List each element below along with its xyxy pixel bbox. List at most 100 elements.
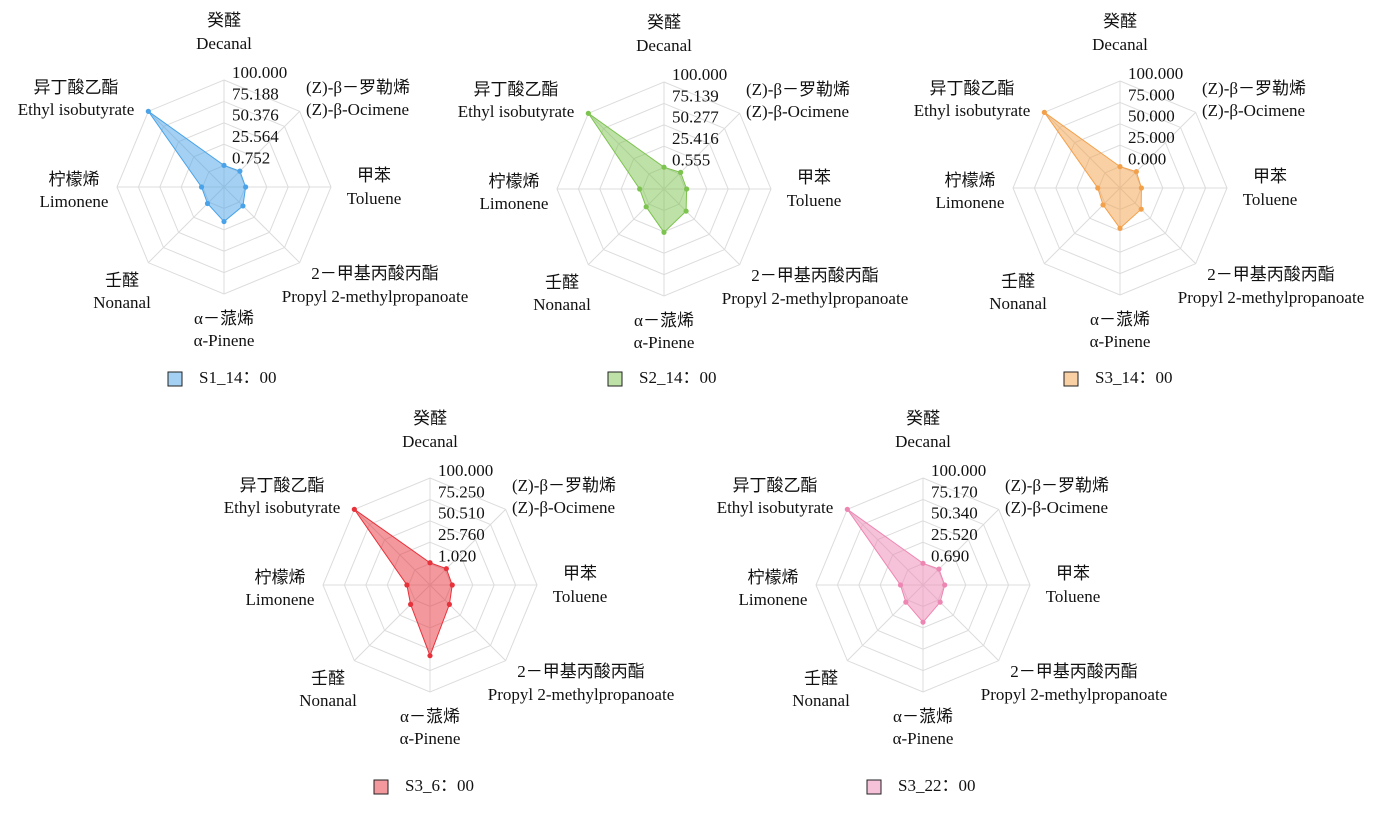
axis-label-zh: 柠檬烯 [945, 171, 996, 190]
axis-label-en: Limonene [40, 192, 109, 211]
axis-label-zh: 甲苯 [563, 564, 597, 583]
data-point [1138, 206, 1144, 212]
axis-label-en: Propyl 2-methylpropanoate [1178, 288, 1365, 307]
r-tick-label: 0.752 [232, 149, 270, 168]
axis-label-zh: 异丁酸乙酯 [474, 80, 559, 99]
r-tick-label: 25.416 [672, 129, 719, 148]
axis-label-en: Decanal [895, 432, 951, 451]
radar-chart: S3_14：00 0.000 25.000 50.000 75.000 100.000 癸醛… [914, 12, 1365, 387]
data-point [903, 599, 909, 605]
r-tick-label: 50.340 [931, 504, 978, 523]
axis-label-zh: (Z)-β－罗勒烯 [1005, 476, 1109, 495]
axis-label-en: Toluene [1243, 190, 1298, 209]
data-point [937, 599, 943, 605]
axis-label-zh: 癸醛 [413, 409, 447, 428]
axis-label-zh: 异丁酸乙酯 [930, 79, 1015, 98]
data-point [1117, 164, 1123, 170]
data-point [351, 506, 357, 512]
data-point [446, 601, 452, 607]
data-point [1100, 202, 1106, 208]
data-point [585, 110, 591, 116]
axis-label-zh: α－蒎烯 [893, 707, 953, 726]
data-point [920, 619, 926, 625]
data-point [643, 204, 649, 210]
r-tick-label: 0.690 [931, 547, 969, 566]
axis-label-en: Ethyl isobutyrate [914, 101, 1031, 120]
axis-label-zh: (Z)-β－罗勒烯 [512, 476, 616, 495]
data-point [443, 566, 449, 572]
r-tick-label: 100.000 [1128, 64, 1183, 83]
axis-label-zh: 2－甲基丙酸丙酯 [1010, 662, 1138, 681]
axis-label-en: Decanal [196, 34, 252, 53]
axis-label-en: (Z)-β-Ocimene [1202, 101, 1305, 120]
r-tick-label: 25.760 [438, 525, 485, 544]
axis-label-zh: 壬醛 [545, 273, 579, 292]
r-tick-label: 50.000 [1128, 107, 1175, 126]
axis-label-zh: 甲苯 [1253, 167, 1287, 186]
legend-swatch [866, 779, 882, 795]
r-tick-label: 25.000 [1128, 128, 1175, 147]
axis-label-en: Toluene [347, 189, 402, 208]
axis-label-en: Ethyl isobutyrate [224, 498, 341, 517]
data-point [920, 560, 926, 566]
data-point [897, 582, 904, 588]
axis-label-zh: (Z)-β－罗勒烯 [746, 80, 850, 99]
data-point [942, 582, 948, 588]
axis-label-en: Decanal [402, 432, 458, 451]
r-tick-label: 50.510 [438, 504, 485, 523]
axis-label-zh: (Z)-β－罗勒烯 [1202, 79, 1306, 98]
legend-swatch [373, 779, 389, 795]
axis-label-zh: α－蒎烯 [634, 311, 694, 330]
axis-label-zh: α－蒎烯 [400, 707, 460, 726]
data-point [844, 506, 850, 512]
axis-label-en: Limonene [246, 590, 315, 609]
axis-label-en: Nonanal [792, 691, 850, 710]
data-point [221, 218, 227, 225]
axis-label-zh: 癸醛 [647, 13, 681, 32]
r-tick-label: 75.188 [232, 84, 279, 103]
axis-label-en: Limonene [739, 590, 808, 609]
axis-label-zh: 癸醛 [1103, 12, 1137, 31]
axis-label-zh: 异丁酸乙酯 [240, 476, 325, 495]
data-point [678, 169, 684, 175]
axis-label-zh: 2－甲基丙酸丙酯 [517, 662, 645, 681]
data-point [198, 184, 205, 190]
r-tick-label: 100.000 [438, 461, 493, 480]
data-point [661, 164, 667, 170]
data-point [204, 200, 211, 207]
axis-label-en: (Z)-β-Ocimene [306, 100, 409, 119]
radar-chart: S3_22：00 0.690 25.520 50.340 75.170 100.000 癸醛… [717, 409, 1168, 795]
axis-label-zh: 癸醛 [207, 11, 241, 30]
r-tick-label: 50.376 [232, 106, 279, 125]
axis-label-zh: 2－甲基丙酸丙酯 [311, 264, 439, 283]
r-tick-label: 25.564 [232, 127, 279, 146]
axis-label-zh: (Z)-β－罗勒烯 [306, 78, 410, 97]
legend-swatch [607, 371, 623, 387]
radar-chart: S2_14：00 0.555 25.416 50.277 75.139 100.000 癸醛… [458, 13, 909, 387]
r-tick-label: 100.000 [232, 63, 287, 82]
axis-label-zh: 壬醛 [105, 271, 139, 290]
legend-swatch [1063, 371, 1079, 387]
axis-label-en: Decanal [1092, 35, 1148, 54]
axis-label-en: Toluene [553, 587, 608, 606]
data-point [684, 186, 690, 192]
axis-label-zh: 2－甲基丙酸丙酯 [1207, 265, 1335, 284]
data-point [661, 229, 667, 235]
axis-label-zh: 异丁酸乙酯 [733, 476, 818, 495]
axis-label-en: α-Pinene [194, 331, 255, 350]
radar-chart: S3_6：00 1.020 25.760 50.510 75.250 100.000 癸醛 D… [224, 409, 675, 795]
data-point [1138, 185, 1144, 191]
axis-label-en: Nonanal [299, 691, 357, 710]
r-tick-label: 75.170 [931, 482, 978, 501]
legend-swatch [167, 371, 183, 387]
data-point [240, 203, 246, 209]
axis-label-zh: α－蒎烯 [1090, 310, 1150, 329]
data-point [683, 208, 689, 214]
axis-label-zh: 甲苯 [1056, 564, 1090, 583]
data-point [1095, 185, 1101, 191]
data-point [1117, 225, 1123, 231]
axis-label-en: Decanal [636, 36, 692, 55]
axis-label-zh: 壬醛 [311, 669, 345, 688]
r-tick-label: 100.000 [931, 461, 986, 480]
